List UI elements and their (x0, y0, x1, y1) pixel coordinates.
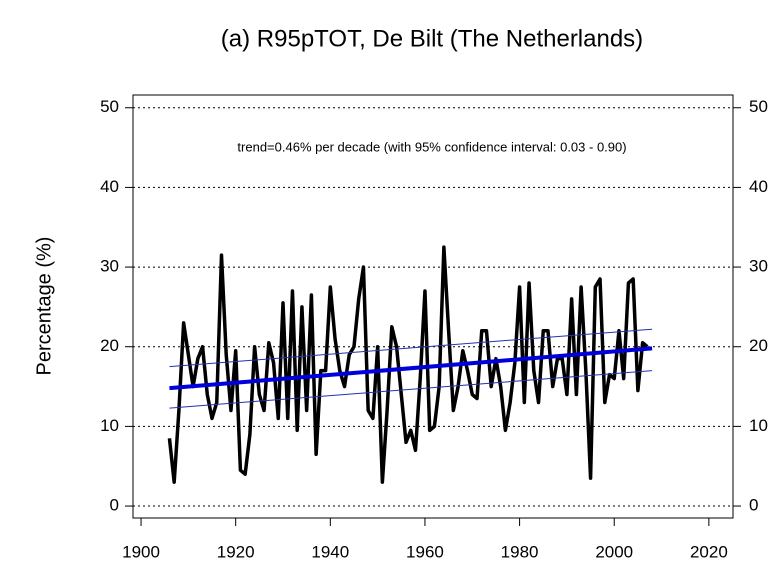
y2-tick-label: 10 (749, 416, 768, 435)
y-tick-label: 0 (110, 496, 119, 515)
chart-title: (a) R95pTOT, De Bilt (The Netherlands) (221, 25, 643, 52)
y2-tick-label: 0 (749, 496, 758, 515)
x-tick-label: 2020 (690, 542, 728, 561)
annotation: trend=0.46% per decade (with 95% confide… (237, 139, 626, 154)
y-tick-label: 20 (100, 336, 119, 355)
x-tick-label: 1920 (217, 542, 255, 561)
y-axis-label: Percentage (%) (33, 237, 55, 376)
x-tick-label: 2000 (595, 542, 633, 561)
x-tick-label: 1900 (122, 542, 160, 561)
y2-tick-label: 40 (749, 177, 768, 196)
y-tick-label: 50 (100, 97, 119, 116)
y-tick-label: 40 (100, 177, 119, 196)
plot-frame (132, 94, 734, 519)
y-tick-label: 30 (100, 257, 119, 276)
x-tick-label: 1960 (406, 542, 444, 561)
y2-tick-label: 30 (749, 257, 768, 276)
line-series (169, 370, 653, 409)
line-series (169, 346, 653, 391)
line-series (169, 328, 653, 368)
x-tick-label: 1980 (501, 542, 539, 561)
y2-tick-label: 20 (749, 336, 768, 355)
y-tick-label: 10 (100, 416, 119, 435)
y2-tick-label: 50 (749, 97, 768, 116)
line-series (167, 245, 649, 484)
x-tick-label: 1940 (311, 542, 349, 561)
